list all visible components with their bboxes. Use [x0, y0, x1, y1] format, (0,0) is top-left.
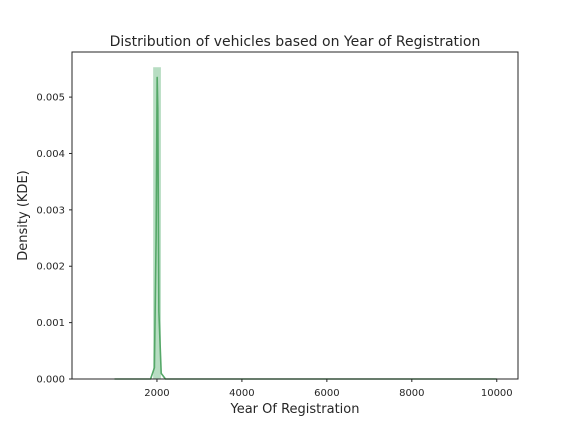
histogram-bar-0: [153, 67, 161, 379]
y-tick-label-0: 0.000: [36, 375, 65, 386]
y-axis-label: Density (KDE): [16, 170, 31, 260]
kde-line: [114, 76, 497, 380]
y-tick-label-3: 0.003: [36, 205, 65, 216]
x-tick-label-1: 4000: [229, 388, 254, 399]
x-tick-label-2: 6000: [314, 388, 339, 399]
y-tick-label-1: 0.001: [36, 318, 65, 329]
y-tick-label-2: 0.002: [36, 262, 65, 273]
y-tick-label-5: 0.005: [36, 93, 65, 104]
x-tick-label-0: 2000: [144, 388, 169, 399]
plot-frame: [71, 51, 519, 380]
x-tick-label-3: 8000: [399, 388, 424, 399]
x-axis-label: Year Of Registration: [230, 402, 360, 417]
chart-title: Distribution of vehicles based on Year o…: [110, 34, 481, 50]
x-tick-label-4: 10000: [481, 388, 513, 399]
y-tick-label-4: 0.004: [36, 149, 65, 160]
